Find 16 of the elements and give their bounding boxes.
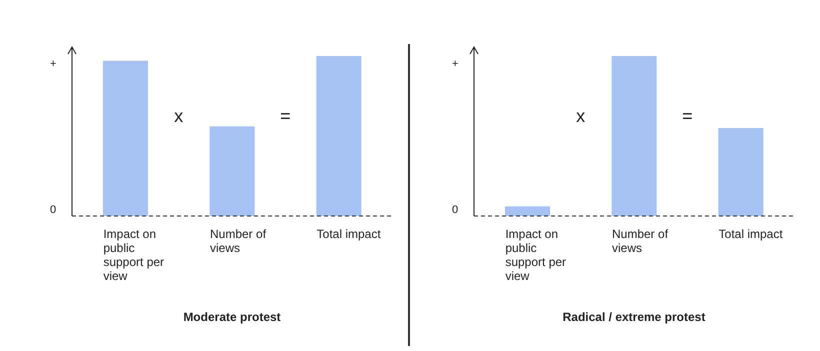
- annotation: x: [173, 106, 184, 127]
- text: +: [452, 58, 458, 70]
- annotation: =: [279, 106, 292, 127]
- text: 0: [50, 204, 56, 216]
- x-tick-label: Impact on public support per view: [505, 227, 566, 283]
- x-tick-label: Number of views: [612, 227, 669, 255]
- x-tick-label: Impact on public support per view: [103, 227, 164, 283]
- text: Radical / extreme protest: [562, 310, 706, 324]
- annotation: =: [681, 106, 694, 127]
- text: 0: [452, 204, 458, 216]
- annotation: x: [575, 106, 586, 127]
- text: Moderate protest: [182, 310, 282, 324]
- x-tick-label: Total impact: [316, 227, 382, 241]
- text: +: [50, 58, 56, 70]
- x-tick-label: Number of views: [210, 227, 267, 255]
- x-tick-label: Total impact: [718, 227, 784, 241]
